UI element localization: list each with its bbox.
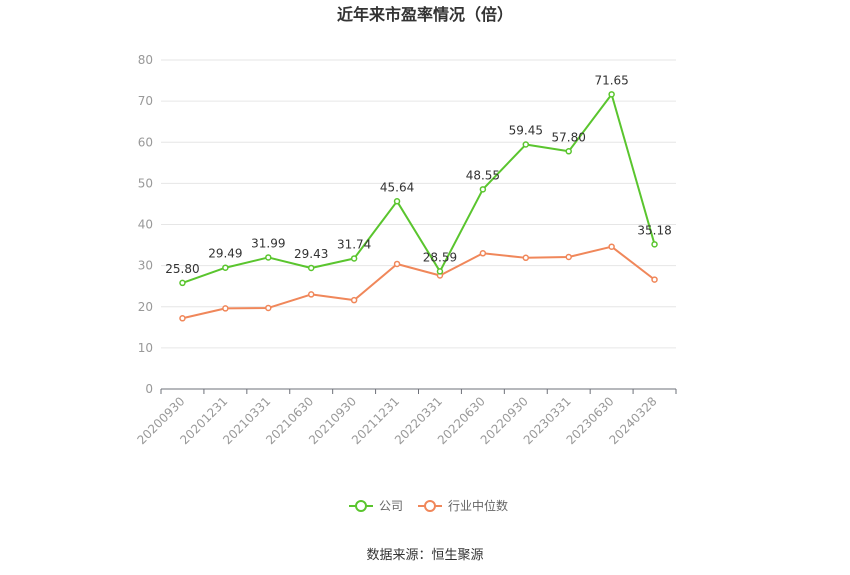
data-label: 45.64 [380,180,414,194]
data-point [179,279,186,287]
data-label: 59.45 [509,124,543,138]
data-point [479,250,487,257]
data-point [565,253,572,261]
data-point [350,296,358,304]
data-point [265,254,272,261]
series-line-industry [182,245,656,320]
data-point [179,315,186,322]
legend-label: 行业中位数 [448,498,508,513]
data-label: 31.74 [337,237,371,251]
legend[interactable]: 公司 行业中位数 [349,498,508,513]
legend-marker [355,500,367,512]
data-point [265,304,272,312]
legend-marker [424,500,436,512]
y-tick-label: 10 [138,341,153,355]
data-point [479,186,487,193]
legend-item-company[interactable]: 公司 [349,499,403,513]
y-tick-label: 40 [138,218,153,232]
data-point [222,264,229,271]
data-label: 57.80 [552,130,586,144]
data-point [608,243,615,250]
chart-title: 近年来市盈率情况（倍） [337,5,513,24]
data-label: 48.55 [466,168,500,182]
y-tick-label: 70 [138,94,153,108]
y-tick-label: 80 [138,53,153,67]
data-point [307,264,315,272]
y-tick-label: 60 [138,135,153,149]
data-point [651,276,658,283]
data-point [522,254,530,262]
data-label: 29.43 [294,247,328,261]
grid-lines [161,59,676,349]
y-axis: 0 10 20 30 40 50 60 70 80 [138,53,153,396]
series-line-company [182,93,656,284]
data-point [393,198,401,205]
legend-label: 公司 [379,499,403,513]
y-tick-label: 20 [138,300,153,314]
data-point [436,268,444,275]
y-tick-label: 50 [138,176,153,190]
y-tick-label: 0 [145,382,153,396]
data-label: 29.49 [208,247,242,261]
series-layer: 25.80 29.49 31.99 29.43 31.74 45.64 28.59 48.55… [165,73,672,322]
data-point [222,305,229,312]
data-label: 25.80 [165,262,199,276]
data-label: 31.99 [251,236,285,250]
data-point [522,141,530,148]
data-label: 28.59 [423,250,457,264]
data-point [565,148,572,155]
data-point [350,255,358,262]
data-point [393,260,401,268]
data-label: 71.65 [594,73,628,87]
data-point [651,241,658,248]
y-tick-label: 30 [138,259,153,273]
source-note: 数据来源：恒生聚源 [366,548,483,563]
data-label: 35.18 [637,223,671,237]
data-point [608,91,615,98]
x-axis: 2020093020201231202103312021063020210930… [134,388,677,447]
data-point [307,291,315,298]
legend-item-industry[interactable]: 行业中位数 [418,498,508,513]
